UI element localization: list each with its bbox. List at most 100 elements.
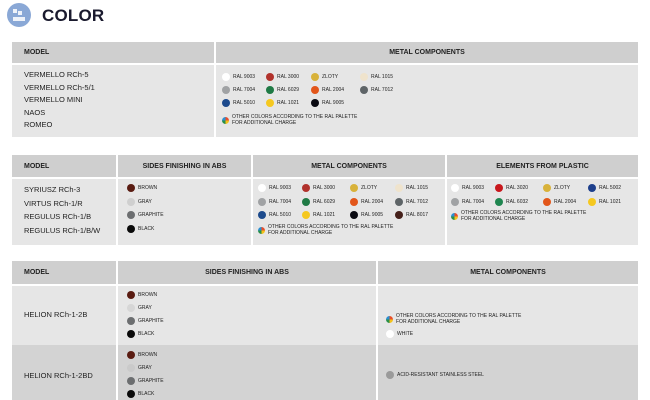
color-palette-icon (7, 3, 31, 27)
header-sides: SIDES FINISHING IN ABS (118, 261, 376, 284)
color-swatch: ZLOTY (543, 184, 570, 192)
color-dot-icon (543, 184, 551, 192)
color-label: RAL 7004 (269, 198, 292, 205)
color-swatch: GRAPHITE (127, 377, 164, 385)
color-dot-icon (451, 197, 459, 206)
color-label: RAL 6032 (506, 198, 529, 205)
color-swatch: RAL 1021 (266, 99, 299, 107)
color-dot-icon (127, 390, 135, 398)
color-dot-icon (302, 211, 310, 219)
color-swatch: RAL 1021 (588, 197, 621, 206)
color-label: RAL 9003 (462, 185, 485, 191)
color-label: ZLOTY (322, 74, 339, 80)
color-swatch: RAL 7012 (360, 86, 393, 94)
color-label: ACID-RESISTANT STAINLESS STEEL (397, 372, 484, 378)
color-dot-icon (386, 371, 394, 379)
color-label: BLACK (138, 331, 155, 337)
header-metal-components: METAL COMPONENTS (253, 155, 445, 177)
color-swatch: RAL 8017 (395, 211, 428, 219)
color-dot-icon (311, 99, 319, 107)
color-dot-icon (127, 377, 135, 385)
model-name: HELION RCh-1-2BD (24, 371, 93, 380)
color-swatch: RAL 5002 (588, 184, 621, 192)
color-swatch: RAL 9005 (350, 211, 383, 219)
header-model: MODEL (12, 42, 214, 63)
color-dot-icon (222, 99, 230, 107)
color-label: RAL 6029 (277, 87, 300, 93)
color-label: BROWN (138, 352, 158, 358)
color-dot-icon (360, 86, 368, 94)
color-swatch: GRAY (127, 364, 152, 372)
color-dot-icon (543, 197, 551, 206)
color-swatch: RAL 1021 (302, 211, 335, 219)
color-swatch: WHITE (386, 330, 413, 338)
color-swatch: RAL 2004 (543, 197, 576, 206)
color-label: GRAPHITE (138, 212, 164, 218)
color-label: GRAY (138, 305, 152, 311)
color-dot-icon (311, 86, 319, 94)
color-dot-icon (302, 184, 310, 192)
color-label: RAL 1021 (277, 100, 300, 106)
color-swatch: GRAY (127, 304, 152, 312)
color-swatch: RAL 1015 (395, 184, 428, 192)
color-swatch: RAL 2004 (311, 86, 344, 94)
color-swatch: RAL 7012 (395, 197, 428, 206)
color-swatch: RAL 6032 (495, 197, 529, 206)
model-name: VERMELLO MINI (24, 95, 83, 104)
header-sides: SIDES FINISHING IN ABS (118, 155, 251, 177)
color-label: RAL 3000 (313, 185, 336, 191)
color-swatch: BROWN (127, 291, 157, 299)
color-dot-icon (395, 184, 403, 192)
color-dot-icon (395, 211, 403, 219)
color-label: BROWN (138, 292, 158, 298)
color-dot-icon (127, 197, 135, 206)
color-swatch: RAL 9003 (222, 73, 255, 81)
color-label: ZLOTY (554, 185, 571, 191)
color-label: RAL 1015 (371, 74, 394, 80)
color-label: GRAPHITE (138, 318, 164, 324)
model-name: SYRIUSZ RCh-3 (24, 185, 81, 194)
color-dot-icon (495, 197, 503, 206)
color-label: BROWN (138, 185, 158, 191)
color-swatch: RAL 3020 (495, 184, 528, 192)
header-plastic: ELEMENTS FROM PLASTIC (447, 155, 638, 177)
color-dot-icon (588, 184, 596, 192)
color-dot-icon (127, 364, 135, 372)
color-swatch: ZLOTY (311, 73, 338, 81)
color-swatch: BROWN (127, 184, 157, 192)
color-dot-icon (127, 291, 135, 299)
color-swatch: RAL 3000 (302, 184, 335, 192)
color-dot-icon (588, 197, 596, 206)
color-swatch: ZLOTY (350, 184, 377, 192)
color-dot-icon (127, 184, 135, 192)
color-label: GRAY (138, 365, 152, 371)
model-list: VERMELLO RCh-5 VERMELLO RCh-5/1 VERMELLO… (12, 65, 214, 137)
color-label: RAL 1015 (406, 185, 429, 191)
color-label: RAL 9005 (322, 100, 345, 106)
color-label: RAL 5002 (599, 185, 622, 191)
header-model: MODEL (12, 155, 116, 177)
palette-icon (451, 212, 458, 220)
color-label: BLACK (138, 391, 155, 397)
color-dot-icon (258, 184, 266, 192)
color-dot-icon (127, 351, 135, 359)
color-dot-icon (127, 211, 135, 219)
color-label: RAL 1021 (313, 212, 336, 218)
color-swatch: RAL 5010 (258, 211, 291, 219)
color-dot-icon (350, 184, 358, 192)
color-swatch: RAL 9005 (311, 99, 344, 107)
color-dot-icon (350, 197, 358, 206)
color-label: GRAPHITE (138, 378, 164, 384)
other-colors-note: OTHER COLORS ACCORDING TO THE RAL PALETT… (258, 224, 393, 236)
color-dot-icon (258, 197, 266, 206)
model-name: VERMELLO RCh-5/1 (24, 82, 95, 92)
other-colors-note: OTHER COLORS ACCORDING TO THE RAL PALETT… (222, 114, 357, 126)
header-metal-components: METAL COMPONENTS (216, 42, 638, 63)
color-swatch: BLACK (127, 330, 154, 338)
color-swatch: BLACK (127, 224, 154, 233)
model-name: ROMEO (24, 120, 53, 129)
color-swatch: BROWN (127, 351, 157, 359)
color-dot-icon (266, 73, 274, 81)
color-dot-icon (127, 317, 135, 325)
color-label: RAL 2004 (322, 87, 345, 93)
